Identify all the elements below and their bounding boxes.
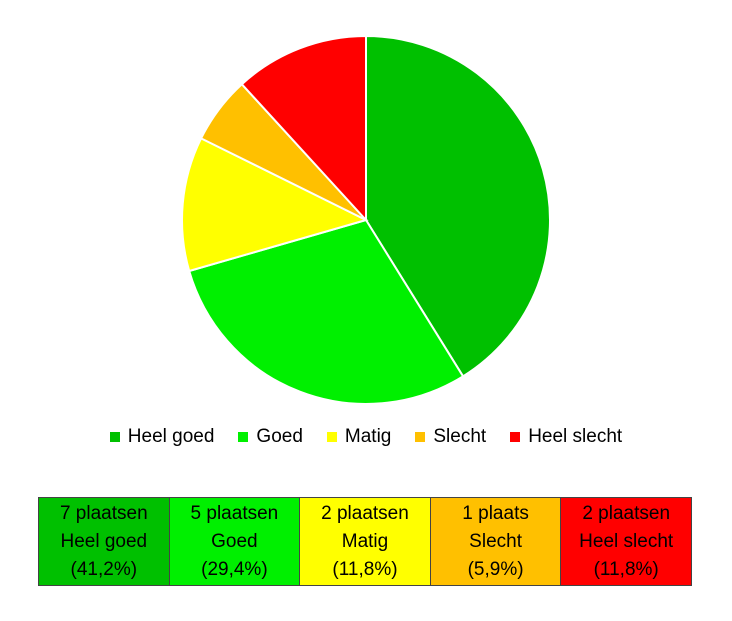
summary-count: 1 plaats xyxy=(462,502,529,524)
chart-legend: Heel goed Goed Matig Slecht Heel slecht xyxy=(0,426,732,448)
summary-cell-heel-goed: 7 plaatsen Heel goed (41,2%) xyxy=(39,498,170,585)
legend-label-matig: Matig xyxy=(344,426,392,447)
pie-slice-heel-goed xyxy=(365,34,551,378)
legend-swatch-goed xyxy=(238,432,249,442)
summary-count: 5 plaatsen xyxy=(190,502,279,524)
legend-swatch-matig xyxy=(326,432,337,442)
summary-count: 2 plaatsen xyxy=(321,502,409,524)
summary-label: Heel slecht xyxy=(579,530,674,552)
legend-item-goed: Goed xyxy=(238,426,303,448)
summary-percent: (11,8%) xyxy=(593,558,659,580)
pie-slice-heel-slecht xyxy=(240,34,367,223)
summary-label: Goed xyxy=(211,530,258,552)
summary-percent: (11,8%) xyxy=(332,558,398,580)
summary-percent: (5,9%) xyxy=(467,558,524,580)
summary-count: 7 plaatsen xyxy=(59,502,148,524)
legend-swatch-heel-slecht xyxy=(510,432,521,442)
legend-label-heel-slecht: Heel slecht xyxy=(528,426,623,447)
summary-cell-slecht: 1 plaats Slecht (5,9%) xyxy=(430,498,562,585)
summary-cell-matig: 2 plaatsen Matig (11,8%) xyxy=(300,498,431,585)
summary-cell-goed: 5 plaatsen Goed (29,4%) xyxy=(169,498,301,585)
summary-label: Matig xyxy=(341,530,389,552)
legend-swatch-slecht xyxy=(415,432,426,442)
legend-item-heel-slecht: Heel slecht xyxy=(510,426,622,448)
legend-item-slecht: Slecht xyxy=(415,426,486,448)
pie-slice-goed xyxy=(187,218,465,405)
summary-percent: (29,4%) xyxy=(201,558,268,580)
legend-swatch-heel-goed xyxy=(109,432,120,442)
summary-table: 7 plaatsen Heel goed (41,2%) 5 plaatsen … xyxy=(38,497,692,586)
summary-label: Heel goed xyxy=(60,530,148,552)
legend-item-matig: Matig xyxy=(326,426,392,448)
summary-count: 2 plaatsen xyxy=(582,502,671,524)
summary-label: Slecht xyxy=(469,530,522,552)
summary-percent: (41,2%) xyxy=(70,558,138,580)
pie-slice-matig xyxy=(181,137,369,273)
legend-label-goed: Goed xyxy=(256,426,303,447)
legend-item-heel-goed: Heel goed xyxy=(109,426,215,448)
summary-cell-heel-slecht: 2 plaatsen Heel slecht (11,8%) xyxy=(561,498,691,585)
legend-label-heel-goed: Heel goed xyxy=(127,426,215,447)
legend-label-slecht: Slecht xyxy=(433,426,487,447)
pie-chart xyxy=(181,34,551,405)
